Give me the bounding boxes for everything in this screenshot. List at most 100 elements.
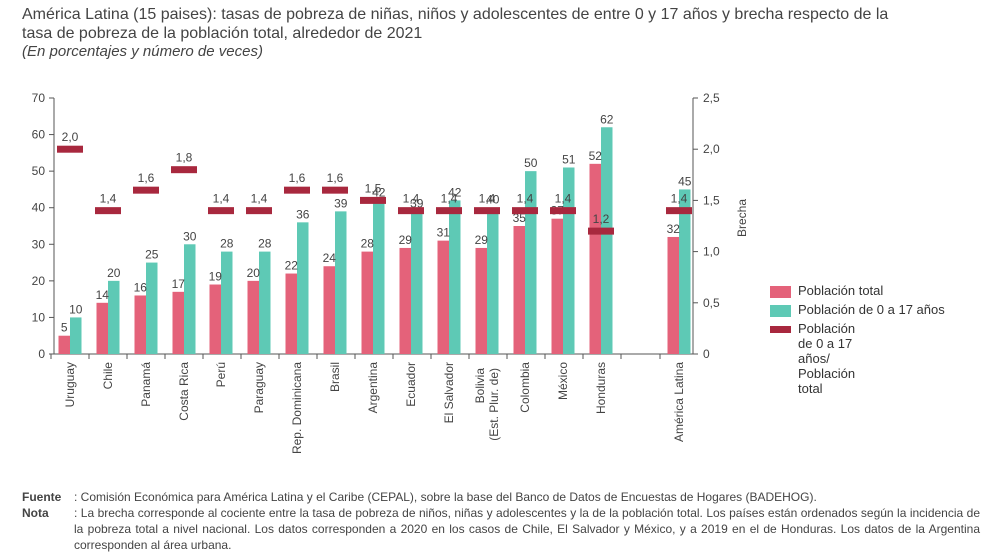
bar-children-ecuador xyxy=(411,211,423,354)
note-key: Nota xyxy=(22,506,49,520)
bar-children-panama xyxy=(146,262,158,354)
y-left-tick-label: 0 xyxy=(38,347,45,361)
x-category-label-argentina: Argentina xyxy=(366,362,380,414)
label-gap-bolivia: 1,4 xyxy=(479,192,496,206)
bar-children-el-salvador xyxy=(449,200,461,354)
bar-children-mexico xyxy=(563,167,575,354)
bar-total-panama xyxy=(134,295,146,354)
label-gap-chile: 1,4 xyxy=(100,192,117,206)
label-total-peru: 19 xyxy=(209,270,223,284)
legend-swatch-total xyxy=(770,286,791,298)
bar-total-paraguay xyxy=(247,280,259,354)
y-left-tick-label: 70 xyxy=(32,91,46,105)
bar-children-colombia xyxy=(525,171,537,354)
gap-marker-mexico xyxy=(550,207,576,215)
label-children-costa-rica: 30 xyxy=(183,229,197,243)
bar-children-paraguay xyxy=(259,251,271,354)
bar-total-brasil xyxy=(323,266,335,354)
source-text: : Comisión Económica para América Latina… xyxy=(74,490,817,504)
gap-marker-bolivia xyxy=(474,207,500,215)
label-children-argentina: 42 xyxy=(372,185,386,199)
x-category-label-chile: Chile xyxy=(101,362,115,390)
y-right-tick-label: 0 xyxy=(703,347,710,361)
bar-children-argentina xyxy=(373,200,385,354)
label-total-argentina: 28 xyxy=(361,237,375,251)
source-note: Fuente : Comisión Económica para América… xyxy=(22,489,980,505)
x-category-label-rep-dominicana: Rep. Dominicana xyxy=(290,362,304,454)
label-children-rep-dominicana: 36 xyxy=(296,207,310,221)
gap-marker-honduras xyxy=(588,227,614,235)
label-children-peru: 28 xyxy=(220,237,234,251)
bar-total-argentina xyxy=(361,251,373,354)
gap-marker-paraguay xyxy=(246,207,272,215)
gap-marker-uruguay xyxy=(57,145,83,153)
bar-total-peru xyxy=(209,284,221,354)
label-children-panama: 25 xyxy=(145,248,159,262)
poverty-bar-chart: 01020304050607000,51,01,52,02,5Brecha510… xyxy=(32,91,749,454)
label-children-paraguay: 28 xyxy=(258,237,272,251)
chart-subtitle: (En porcentajes y número de veces) xyxy=(22,43,263,60)
label-children-ecuador: 39 xyxy=(410,196,424,210)
source-key: Fuente xyxy=(22,490,62,504)
label-gap-brasil: 1,6 xyxy=(327,171,344,185)
label-total-chile: 14 xyxy=(96,288,110,302)
label-gap-rep-dominicana: 1,6 xyxy=(289,171,306,185)
bar-total-chile xyxy=(96,302,108,354)
note-text: : La brecha corresponde al cociente entr… xyxy=(74,506,980,552)
y-right-tick-label: 1,5 xyxy=(703,193,720,207)
y-right-tick-label: 2,0 xyxy=(703,142,720,156)
x-category-label-mexico: México xyxy=(556,362,570,400)
chart-notes: Fuente : Comisión Económica para América… xyxy=(22,489,980,553)
bar-total-rep-dominicana xyxy=(285,273,297,354)
label-total-america-latina: 32 xyxy=(667,222,681,236)
label-gap-costa-rica: 1,8 xyxy=(176,151,193,165)
label-gap-paraguay: 1,4 xyxy=(251,192,268,206)
legend-label-children: Población de 0 a 17 años xyxy=(798,302,945,317)
y-left-tick-label: 10 xyxy=(32,310,46,324)
bar-children-america-latina xyxy=(679,189,691,354)
gap-marker-ecuador xyxy=(398,207,424,215)
label-children-bolivia: 40 xyxy=(486,193,500,207)
general-note: Nota : La brecha corresponde al cociente… xyxy=(22,505,980,553)
gap-marker-el-salvador xyxy=(436,207,462,215)
gap-marker-colombia xyxy=(512,207,538,215)
bar-total-america-latina xyxy=(667,236,679,354)
label-total-brasil: 24 xyxy=(323,251,337,265)
label-total-honduras: 52 xyxy=(589,149,603,163)
bar-total-ecuador xyxy=(399,247,411,354)
label-gap-honduras: 1,2 xyxy=(593,212,610,226)
legend-swatch-children xyxy=(770,305,791,317)
legend-swatch-gap xyxy=(770,326,791,333)
x-category-label-panama: Panamá xyxy=(139,362,153,407)
bar-total-mexico xyxy=(551,218,563,354)
label-total-uruguay: 5 xyxy=(61,321,68,335)
label-total-bolivia: 29 xyxy=(475,233,489,247)
x-category-label-colombia: Colombia xyxy=(518,362,532,413)
label-gap-america-latina: 1,4 xyxy=(671,192,688,206)
bar-total-bolivia xyxy=(475,247,487,354)
bar-total-colombia xyxy=(513,226,525,354)
bar-children-bolivia xyxy=(487,207,499,354)
gap-marker-america-latina xyxy=(666,207,692,215)
y-left-tick-label: 50 xyxy=(32,164,46,178)
bar-children-honduras xyxy=(601,127,613,354)
gap-marker-brasil xyxy=(322,186,348,194)
gap-marker-peru xyxy=(208,207,234,215)
label-total-costa-rica: 17 xyxy=(172,277,186,291)
label-gap-colombia: 1,4 xyxy=(517,192,534,206)
label-total-paraguay: 20 xyxy=(247,266,261,280)
label-children-mexico: 51 xyxy=(562,152,576,166)
y-left-tick-label: 30 xyxy=(32,237,46,251)
y-right-tick-label: 2,5 xyxy=(703,91,720,105)
bar-children-peru xyxy=(221,251,233,354)
bar-children-brasil xyxy=(335,211,347,354)
gap-marker-costa-rica xyxy=(171,166,197,174)
legend-label-total: Población total xyxy=(798,283,884,298)
x-category-label-uruguay: Uruguay xyxy=(63,362,77,407)
label-gap-peru: 1,4 xyxy=(213,192,230,206)
x-category-label-bolivia: Bolivia(Est. Plur. de) xyxy=(473,368,501,441)
bar-children-rep-dominicana xyxy=(297,222,309,354)
label-total-panama: 16 xyxy=(134,280,148,294)
label-children-chile: 20 xyxy=(107,266,121,280)
label-total-colombia: 35 xyxy=(513,211,527,225)
